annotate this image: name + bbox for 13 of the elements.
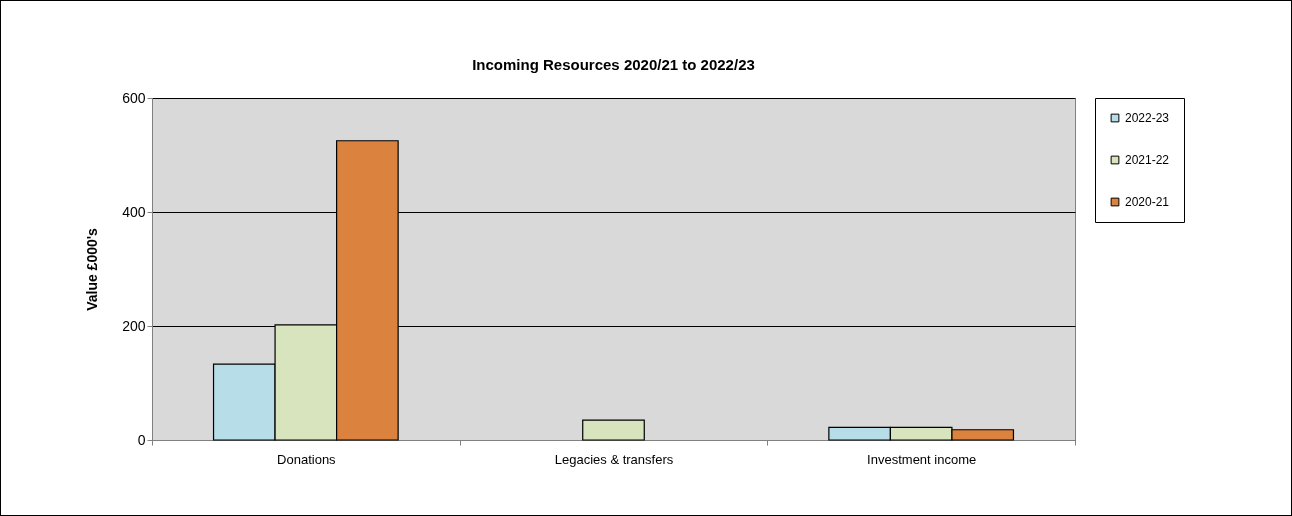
x-tick-label: Investment income	[867, 451, 977, 467]
legend-label: 2020-21	[1125, 195, 1170, 209]
bar	[582, 419, 645, 441]
chart-title: Incoming Resources 2020/21 to 2022/23	[472, 56, 755, 73]
y-tick-label: 0	[137, 431, 146, 448]
legend-label: 2021-22	[1125, 153, 1170, 167]
y-tick-label: 200	[122, 317, 146, 334]
y-axis-title: Value £000's	[84, 227, 101, 311]
legend-label: 2022-23	[1125, 111, 1170, 125]
y-tick-label: 600	[122, 89, 146, 106]
x-tick-label: Legacies & transfers	[554, 451, 674, 467]
x-tick-label: Donations	[277, 451, 337, 467]
y-tick-label: 400	[122, 203, 146, 220]
